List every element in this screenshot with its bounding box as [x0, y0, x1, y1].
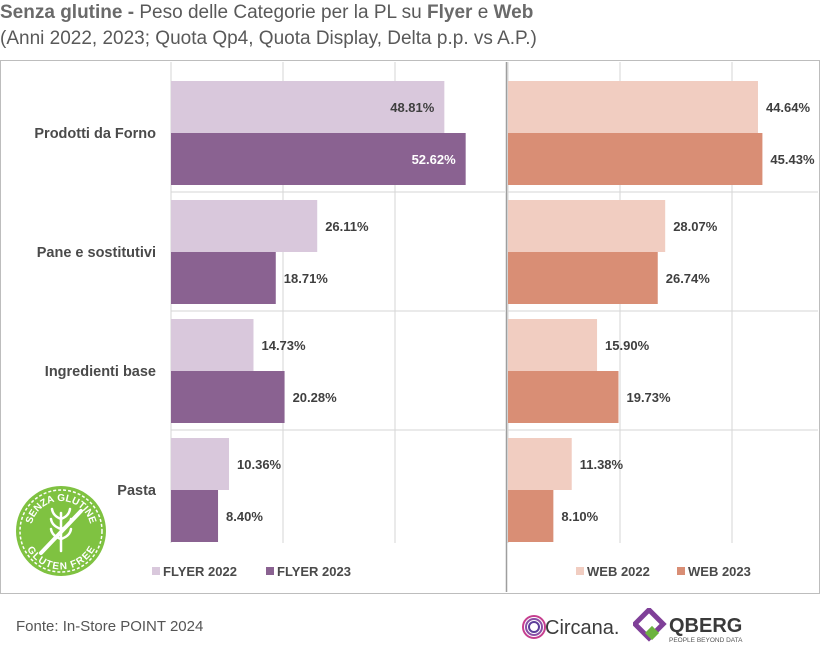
flyer-flyer-2022-ingredienti-base-label: 14.73% — [261, 338, 306, 353]
legend-label-web2022: WEB 2022 — [587, 564, 650, 579]
flyer-flyer-2023-pane-e-sostitutivi-label: 18.71% — [284, 271, 329, 286]
chart-title: Senza glutine - Peso delle Categorie per… — [0, 0, 823, 52]
badge-ring — [19, 489, 103, 573]
flyer-flyer-2022-pane-e-sostitutivi-bar — [171, 200, 318, 252]
qberg-logo: QBERG PEOPLE BEYOND DATA — [633, 608, 743, 644]
qberg-wordmark: QBERG — [669, 615, 742, 637]
chart-subtitle: (Anni 2022, 2023; Quota Qp4, Quota Displ… — [0, 28, 537, 49]
flyer-flyer-2022-prodotti-da-forno-bar — [171, 81, 445, 133]
legend-swatch-flyer2022 — [152, 567, 160, 575]
legend-label-flyer2023: FLYER 2023 — [277, 564, 351, 579]
qberg-tagline: PEOPLE BEYOND DATA — [669, 637, 743, 644]
circana-mark-icon — [522, 615, 546, 639]
title-and: e — [472, 2, 494, 23]
web-web-2023-pane-e-sostitutivi-bar — [508, 252, 658, 304]
web-web-2022-pasta-label: 11.38% — [580, 457, 624, 472]
web-web-2022-prodotti-da-forno-label: 44.64% — [766, 100, 811, 115]
category-label-pasta: Pasta — [117, 483, 157, 499]
legend-label-flyer2022: FLYER 2022 — [163, 564, 237, 579]
flyer-flyer-2022-prodotti-da-forno-label: 48.81% — [390, 100, 435, 115]
flyer-flyer-2023-pasta-bar — [171, 490, 219, 542]
legend-swatch-web2023 — [677, 567, 685, 575]
web-web-2023-pasta-label: 8.10% — [561, 509, 598, 524]
web-web-2023-ingredienti-base-label: 19.73% — [626, 390, 671, 405]
web-web-2023-prodotti-da-forno-bar — [508, 133, 763, 185]
flyer-flyer-2022-pasta-bar — [171, 438, 230, 490]
title-text: Peso delle Categorie per la PL su — [134, 2, 427, 23]
flyer-flyer-2022-pasta-label: 10.36% — [237, 457, 282, 472]
gluten-free-badge: SENZA GLUTINE GLUTEN FREE — [16, 486, 106, 576]
title-web: Web — [493, 2, 534, 23]
flyer-flyer-2023-pasta-label: 8.40% — [226, 509, 263, 524]
web-web-2022-pasta-bar — [508, 438, 572, 490]
legend-swatch-web2022 — [576, 567, 584, 575]
chart-frame — [0, 60, 820, 594]
category-label-pane-e-sostitutivi: Pane e sostitutivi — [37, 245, 156, 261]
flyer-flyer-2023-prodotti-da-forno-bar — [171, 133, 466, 185]
legend-swatch-flyer2023 — [266, 567, 274, 575]
legend-label-web2023: WEB 2023 — [688, 564, 751, 579]
source-note: Fonte: In-Store POINT 2024 — [16, 618, 204, 635]
flyer-flyer-2023-ingredienti-base-bar — [171, 371, 285, 423]
web-web-2023-ingredienti-base-bar — [508, 371, 619, 423]
web-web-2023-pasta-bar — [508, 490, 554, 542]
circana-wordmark: Circana. — [545, 617, 619, 639]
flyer-flyer-2023-pane-e-sostitutivi-bar — [171, 252, 276, 304]
wheat-icon — [39, 507, 83, 555]
flyer-flyer-2023-prodotti-da-forno-label: 52.62% — [412, 152, 457, 167]
web-web-2022-prodotti-da-forno-bar — [508, 81, 758, 133]
flyer-flyer-2022-pane-e-sostitutivi-label: 26.11% — [325, 219, 369, 234]
web-web-2022-pane-e-sostitutivi-label: 28.07% — [673, 219, 718, 234]
web-web-2023-prodotti-da-forno-label: 45.43% — [770, 152, 815, 167]
qberg-mark-icon — [633, 608, 667, 642]
web-web-2022-ingredienti-base-bar — [508, 319, 598, 371]
flyer-flyer-2022-ingredienti-base-bar — [171, 319, 254, 371]
title-line-1: Senza glutine - Peso delle Categorie per… — [0, 0, 823, 26]
title-brand: Senza glutine - — [0, 2, 135, 23]
category-label-prodotti-da-forno: Prodotti da Forno — [34, 126, 156, 142]
bar-chart: 48.81% 52.62% 26.11% 18.71% 14.73% 20.28% 10.3… — [34, 62, 818, 592]
web-web-2022-pane-e-sostitutivi-bar — [508, 200, 666, 252]
flyer-flyer-2023-ingredienti-base-label: 20.28% — [293, 390, 338, 405]
web-web-2022-ingredienti-base-label: 15.90% — [605, 338, 650, 353]
circana-logo: Circana. — [522, 615, 619, 639]
web-web-2023-pane-e-sostitutivi-label: 26.74% — [666, 271, 711, 286]
category-label-ingredienti-base: Ingredienti base — [45, 364, 156, 380]
title-flyer: Flyer — [427, 2, 473, 23]
